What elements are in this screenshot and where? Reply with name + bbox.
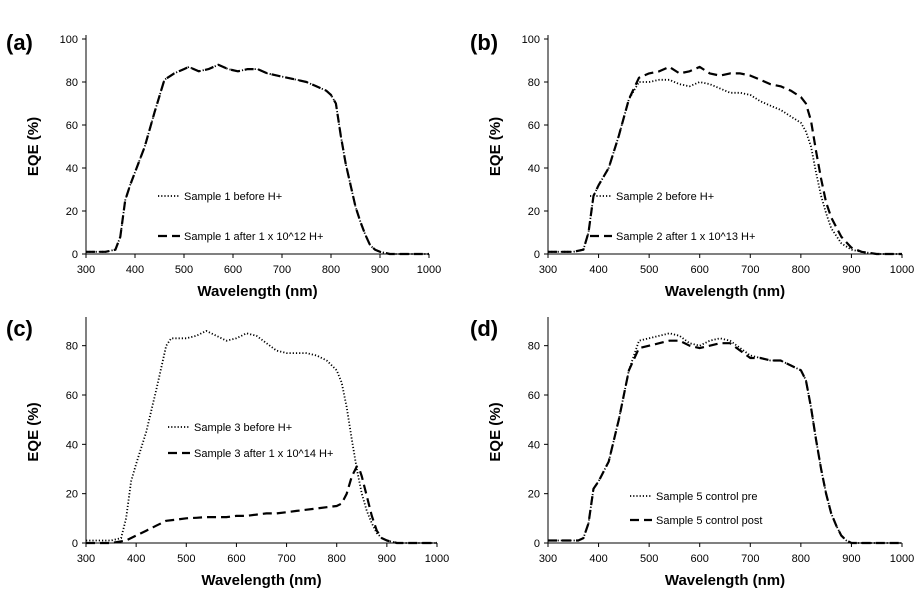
- x-tick-label: 600: [691, 264, 709, 276]
- x-tick-label: 700: [277, 553, 295, 565]
- x-tick-label: 600: [691, 553, 709, 565]
- legend-label-2: Sample 3 after 1 x 10^14 H+: [194, 448, 333, 460]
- y-axis-title: EQE (%): [487, 117, 504, 176]
- series-line-1: [548, 332, 902, 544]
- y-tick-label: 0: [72, 249, 78, 261]
- x-tick-label: 700: [273, 264, 291, 276]
- y-axis-title: EQE (%): [25, 117, 42, 176]
- y-tick-label: 60: [66, 120, 78, 132]
- x-tick-label: 500: [177, 553, 195, 565]
- x-axis-title: Wavelength (nm): [201, 572, 321, 589]
- legend-label-2: Sample 5 control post: [656, 515, 762, 527]
- chart-panel-2: (b) 0 20 40 60 80 100 300 400 500 600 700 800 900 1000…: [470, 30, 914, 300]
- y-tick-label: 80: [66, 341, 78, 353]
- x-tick-label: 900: [842, 264, 860, 276]
- x-tick-label: 1000: [890, 264, 914, 276]
- chart-panel-1: (a) 0 20 40 60 80 100 300 400 500 600 700 800 900 1000…: [6, 30, 441, 300]
- y-tick-label: 40: [528, 163, 540, 175]
- legend-label-1: Sample 2 before H+: [616, 191, 714, 203]
- legend-label-1: Sample 3 before H+: [194, 422, 292, 434]
- series-line-1: [548, 78, 902, 255]
- x-axis-title: Wavelength (nm): [665, 283, 785, 300]
- legend-label-1: Sample 1 before H+: [184, 191, 282, 203]
- series-line-2: [548, 65, 902, 256]
- y-tick-label: 20: [528, 489, 540, 501]
- legend: Sample 5 control pre Sample 5 control pos…: [630, 491, 762, 527]
- x-tick-label: 300: [77, 264, 95, 276]
- x-tick-label: 400: [589, 264, 607, 276]
- y-tick-label: 20: [528, 206, 540, 218]
- y-tick-label: 0: [72, 538, 78, 550]
- y-tick-label: 40: [528, 439, 540, 451]
- x-tick-label: 400: [127, 553, 145, 565]
- legend: Sample 3 before H+ Sample 3 after 1 x 10^…: [168, 422, 333, 460]
- x-tick-label: 300: [539, 264, 557, 276]
- series-line-1: [86, 329, 437, 544]
- y-axis-title: EQE (%): [487, 402, 504, 461]
- chart-panel-3: (c) 0 20 40 60 80 300 400 500 600 700 800 900 1000 Wav…: [6, 316, 449, 589]
- y-tick-label: 60: [66, 390, 78, 402]
- x-tick-label: 500: [175, 264, 193, 276]
- x-tick-label: 700: [741, 553, 759, 565]
- x-tick-label: 1000: [890, 553, 914, 565]
- y-tick-label: 100: [60, 34, 78, 46]
- x-tick-label: 800: [792, 264, 810, 276]
- y-tick-label: 20: [66, 206, 78, 218]
- y-tick-label: 80: [528, 341, 540, 353]
- x-tick-label: 400: [126, 264, 144, 276]
- panel-label: (d): [470, 316, 498, 341]
- x-tick-label: 900: [378, 553, 396, 565]
- x-tick-label: 600: [227, 553, 245, 565]
- x-axis-title: Wavelength (nm): [665, 572, 785, 589]
- x-tick-label: 400: [589, 553, 607, 565]
- y-tick-label: 40: [66, 163, 78, 175]
- series-line-1: [86, 63, 429, 255]
- x-tick-label: 300: [539, 553, 557, 565]
- panel-label: (b): [470, 30, 498, 55]
- y-axis-title: EQE (%): [25, 402, 42, 461]
- x-tick-label: 600: [224, 264, 242, 276]
- series-line-2: [548, 339, 902, 545]
- x-tick-label: 1000: [417, 264, 441, 276]
- x-tick-label: 500: [640, 553, 658, 565]
- y-tick-label: 40: [66, 439, 78, 451]
- x-tick-label: 900: [371, 264, 389, 276]
- x-tick-label: 900: [842, 553, 860, 565]
- panel-label: (a): [6, 30, 33, 55]
- x-tick-label: 500: [640, 264, 658, 276]
- legend-label-1: Sample 5 control pre: [656, 491, 758, 503]
- series-line-2: [86, 63, 429, 256]
- legend: Sample 2 before H+ Sample 2 after 1 x 10^…: [590, 191, 755, 243]
- panel-label: (c): [6, 316, 33, 341]
- y-tick-label: 80: [66, 77, 78, 89]
- y-tick-label: 0: [534, 538, 540, 550]
- legend-label-2: Sample 1 after 1 x 10^12 H+: [184, 231, 323, 243]
- x-tick-label: 800: [328, 553, 346, 565]
- x-tick-label: 800: [322, 264, 340, 276]
- x-tick-label: 700: [741, 264, 759, 276]
- y-tick-label: 60: [528, 120, 540, 132]
- legend-label-2: Sample 2 after 1 x 10^13 H+: [616, 231, 755, 243]
- x-tick-label: 800: [792, 553, 810, 565]
- x-axis-title: Wavelength (nm): [197, 283, 317, 300]
- legend: Sample 1 before H+ Sample 1 after 1 x 10^…: [158, 191, 323, 243]
- chart-panel-4: (d) 0 20 40 60 80 300 400 500 600 700 800 900 1000 Wav…: [470, 316, 914, 589]
- y-tick-label: 20: [66, 489, 78, 501]
- y-tick-label: 100: [522, 34, 540, 46]
- y-tick-label: 0: [534, 249, 540, 261]
- series-line-2: [86, 465, 437, 545]
- y-tick-label: 80: [528, 77, 540, 89]
- x-tick-label: 1000: [425, 553, 449, 565]
- x-tick-label: 300: [77, 553, 95, 565]
- y-tick-label: 60: [528, 390, 540, 402]
